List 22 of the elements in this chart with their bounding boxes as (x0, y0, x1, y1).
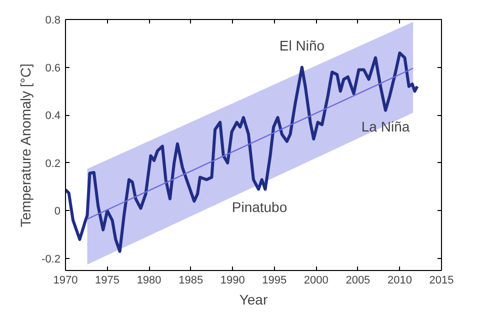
y-tick-label: -0.2 (42, 254, 61, 266)
y-tick-label: 0 (54, 206, 61, 218)
x-tick-label: 1995 (262, 274, 287, 286)
x-tick-label: 1990 (220, 274, 245, 286)
x-tick-label: 2015 (429, 274, 454, 286)
y-tick-label: 0.8 (45, 14, 61, 26)
x-axis-title: Year (239, 292, 268, 308)
line-series (66, 51, 419, 253)
x-tick-label: 2000 (304, 274, 328, 286)
y-tick-label: 0.4 (45, 110, 61, 122)
x-tick-label: 1985 (178, 274, 204, 286)
y-tick-label: 0.2 (45, 158, 61, 170)
annotation: El Niño (279, 37, 325, 54)
y-axis-title: Temperature Anomaly [°C] (18, 64, 34, 228)
annotation: La Niña (361, 118, 410, 134)
x-tick-label: 2005 (346, 274, 370, 286)
x-tick-label: 1975 (95, 274, 120, 286)
y-tick-label: 0.6 (45, 62, 61, 74)
x-tick-label: 1980 (136, 274, 162, 286)
annotation: Pinatubo (232, 199, 288, 216)
x-tick-label: 1970 (53, 274, 78, 286)
x-tick-label: 2010 (387, 274, 412, 286)
